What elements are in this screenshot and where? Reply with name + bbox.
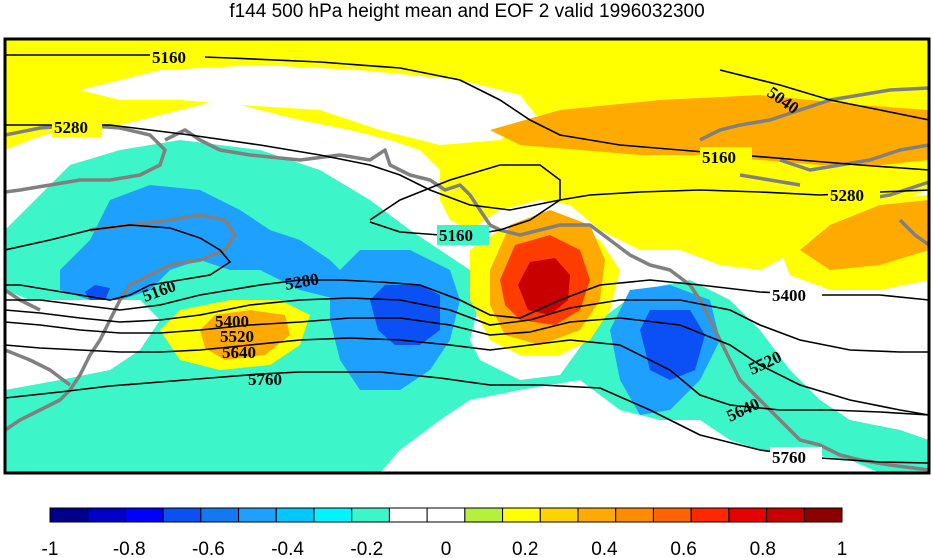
colorbar-tick-label: 0.6 xyxy=(670,539,696,558)
colorbar-tick-label: -0.2 xyxy=(350,539,383,558)
contour-label: 5400 xyxy=(772,286,806,305)
colorbar-swatch xyxy=(426,507,466,523)
colorbar-swatch xyxy=(87,507,126,523)
plot-frame xyxy=(3,37,931,475)
colorbar-swatch xyxy=(313,507,353,523)
colorbar-tick-label: 1 xyxy=(837,539,848,558)
contour-5280-north xyxy=(5,124,929,211)
colorbar-tick-label: -1 xyxy=(42,539,59,558)
contour-label: 5520 xyxy=(220,327,254,346)
colorbar-swatch xyxy=(162,507,202,523)
contour-5160-west xyxy=(5,224,232,301)
colorbar-swatch xyxy=(388,507,428,523)
colorbar: -1 -0.8 -0.6 -0.4 -0.2 0 0.2 0.4 0.6 0.8 1 xyxy=(42,507,848,558)
pos-mid-region-northeast xyxy=(490,95,929,165)
contour-label: 5400 xyxy=(215,312,249,331)
colorbar-swatch xyxy=(200,507,240,523)
contour-label: 5760 xyxy=(772,448,806,467)
colorbar-swatch xyxy=(49,507,89,523)
contour-5280-mid xyxy=(5,279,929,319)
colorbar-tick-label: -0.8 xyxy=(113,539,146,558)
contour-label: 5760 xyxy=(248,370,282,389)
colorbar-tick-label: -0.6 xyxy=(192,539,225,558)
contour-label: 5160 xyxy=(702,148,736,167)
colorbar-swatch xyxy=(803,507,843,523)
contour-5040 xyxy=(719,69,929,121)
contour-5520 xyxy=(5,317,929,416)
contour-5760 xyxy=(5,371,929,464)
contour-label: 5160 xyxy=(439,226,473,245)
field-shading: 5160 5280 5040 5160 5280 5160 5160 5280 … xyxy=(5,39,929,473)
colorbar-tick-label: 0.8 xyxy=(750,539,776,558)
colorbar-swatch xyxy=(351,507,390,523)
contour-label: 5160 xyxy=(152,48,186,67)
zero-region-north xyxy=(80,65,540,145)
colorbar-tick-label: 0.4 xyxy=(591,539,618,558)
colorbar-swatch xyxy=(728,507,768,523)
contour-label: 5280 xyxy=(54,118,88,137)
map-title: f144 500 hPa height mean and EOF 2 valid… xyxy=(229,1,705,22)
contour-5640 xyxy=(5,337,929,416)
contour-5400 xyxy=(5,297,929,353)
contour-label: 5280 xyxy=(830,186,864,205)
colorbar-swatch xyxy=(577,507,617,523)
colorbar-tick-label: -0.4 xyxy=(271,539,304,558)
colorbar-swatch xyxy=(766,507,805,523)
colorbar-swatch xyxy=(275,507,315,523)
colorbar-swatch xyxy=(615,507,654,523)
colorbar-swatch xyxy=(690,507,730,523)
colorbar-swatch xyxy=(539,507,579,523)
colorbar-swatch xyxy=(652,507,692,523)
colorbar-swatch xyxy=(464,507,504,523)
colorbar-tick-label: 0 xyxy=(441,539,452,558)
neg-mid-region-west xyxy=(60,185,350,300)
colorbar-swatch xyxy=(238,507,277,523)
colorbar-swatch xyxy=(124,507,164,523)
pos-mid-region-east xyxy=(800,200,929,270)
colorbar-tick-label: 0.2 xyxy=(512,539,538,558)
colorbar-swatch xyxy=(502,507,541,523)
coastlines xyxy=(5,86,929,472)
contour-label: 5640 xyxy=(222,343,256,362)
